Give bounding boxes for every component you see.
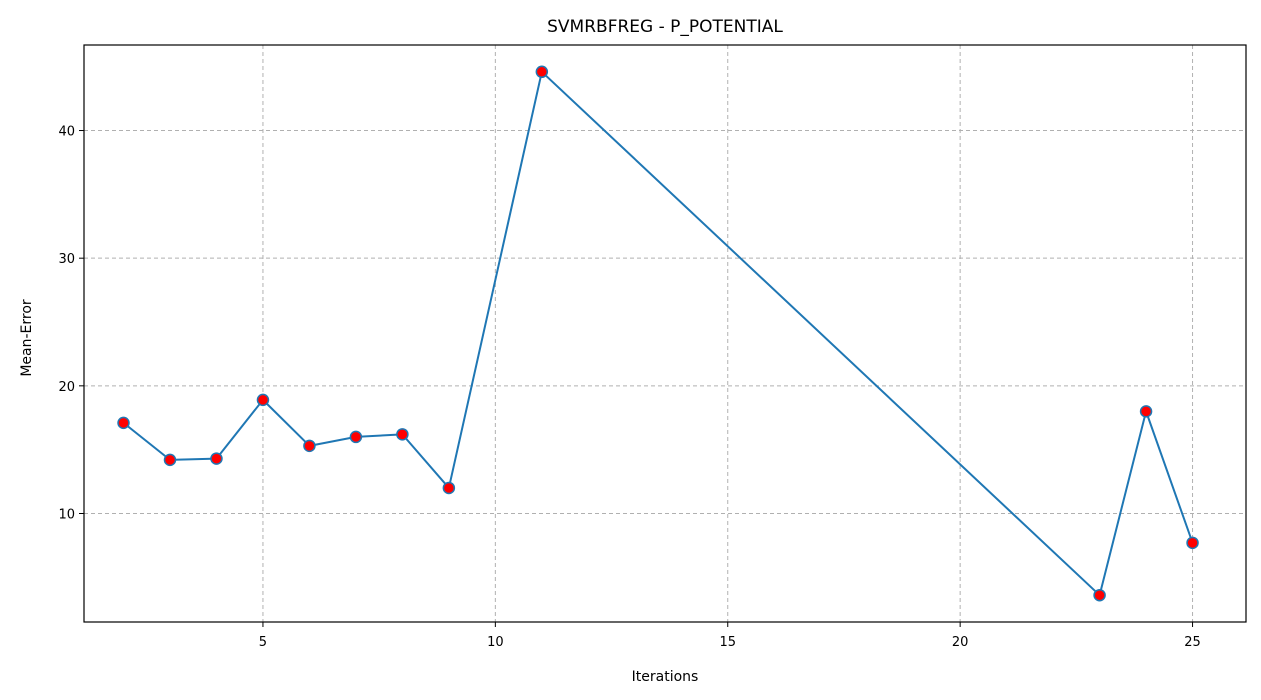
- x-tick-label: 20: [952, 635, 969, 650]
- x-tick-label: 25: [1184, 635, 1201, 650]
- y-tick-label: 40: [58, 125, 75, 140]
- data-point: [163, 453, 177, 467]
- data-point: [535, 65, 549, 79]
- y-tick-label: 20: [58, 380, 75, 395]
- y-tick-label: 30: [58, 252, 75, 267]
- data-point: [442, 481, 456, 495]
- y-axis-label: Mean-Error: [19, 299, 35, 377]
- data-point: [117, 416, 130, 430]
- data-point: [349, 430, 363, 444]
- x-axis-label: Iterations: [632, 669, 699, 685]
- y-axis-ticks: 10 20 30 40: [58, 125, 84, 522]
- plot-frame: [83, 44, 1247, 623]
- x-tick-label: 15: [719, 635, 736, 650]
- data-point: [1139, 405, 1153, 418]
- data-point: [210, 452, 223, 465]
- x-axis-ticks: 5 10 15 20 25: [259, 622, 1201, 650]
- series-polyline: [122, 70, 1194, 597]
- x-tick-label: 10: [487, 635, 504, 650]
- series-line: [122, 70, 1194, 597]
- chart-title: SVMRBFREG - P_POTENTIAL: [547, 17, 783, 37]
- data-point: [256, 393, 270, 407]
- data-point: [1186, 536, 1199, 550]
- data-point: [303, 439, 316, 453]
- data-markers: [117, 65, 1199, 602]
- grid: [84, 45, 1246, 622]
- data-point: [396, 428, 409, 441]
- data-point: [1093, 588, 1106, 602]
- x-tick-label: 5: [259, 635, 267, 650]
- y-tick-label: 10: [58, 507, 75, 522]
